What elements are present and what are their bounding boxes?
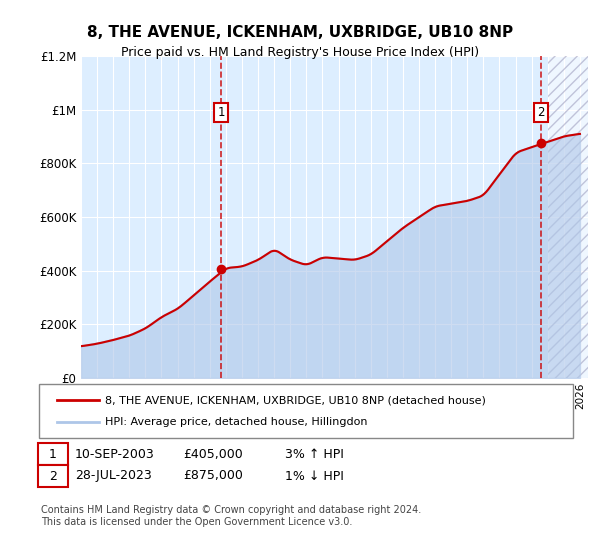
Text: Contains HM Land Registry data © Crown copyright and database right 2024.
This d: Contains HM Land Registry data © Crown c… <box>41 505 421 527</box>
Text: 2: 2 <box>49 469 57 483</box>
Text: 3% ↑ HPI: 3% ↑ HPI <box>285 447 344 461</box>
Text: 8, THE AVENUE, ICKENHAM, UXBRIDGE, UB10 8NP: 8, THE AVENUE, ICKENHAM, UXBRIDGE, UB10 … <box>87 25 513 40</box>
Bar <box>548 56 588 378</box>
Text: 10-SEP-2003: 10-SEP-2003 <box>75 447 155 461</box>
Text: 28-JUL-2023: 28-JUL-2023 <box>75 469 152 483</box>
Text: £875,000: £875,000 <box>183 469 243 483</box>
Text: £405,000: £405,000 <box>183 447 243 461</box>
Text: Price paid vs. HM Land Registry's House Price Index (HPI): Price paid vs. HM Land Registry's House … <box>121 46 479 59</box>
Text: HPI: Average price, detached house, Hillingdon: HPI: Average price, detached house, Hill… <box>105 417 367 427</box>
Text: 8, THE AVENUE, ICKENHAM, UXBRIDGE, UB10 8NP (detached house): 8, THE AVENUE, ICKENHAM, UXBRIDGE, UB10 … <box>105 395 486 405</box>
Text: 2: 2 <box>537 106 545 119</box>
Text: 1% ↓ HPI: 1% ↓ HPI <box>285 469 344 483</box>
Text: 1: 1 <box>49 447 57 461</box>
Text: 1: 1 <box>217 106 225 119</box>
